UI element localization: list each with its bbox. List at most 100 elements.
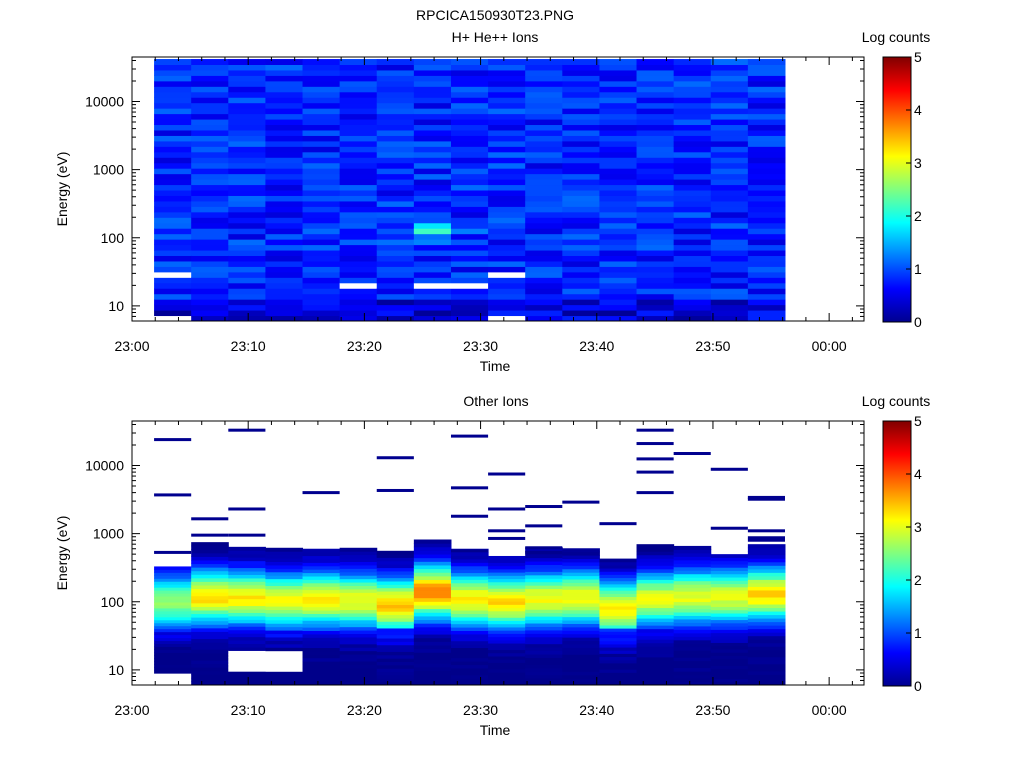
heatmap-cell bbox=[154, 613, 192, 618]
heatmap-cell bbox=[265, 271, 304, 278]
heatmap-cell bbox=[265, 643, 304, 648]
sparse-count-bin bbox=[450, 434, 489, 438]
heatmap-cell bbox=[525, 119, 563, 126]
heatmap-cell bbox=[191, 656, 229, 661]
heatmap-cell bbox=[302, 310, 341, 317]
heatmap-cell bbox=[636, 646, 675, 651]
heatmap-cell bbox=[710, 146, 749, 153]
heatmap-cell bbox=[636, 561, 675, 566]
heatmap-cell bbox=[450, 200, 489, 207]
heatmap-cell bbox=[747, 146, 786, 153]
heatmap-cell bbox=[673, 570, 712, 575]
heatmap-cell bbox=[265, 571, 304, 576]
heatmap-cell bbox=[599, 669, 638, 673]
heatmap-cell bbox=[339, 195, 378, 202]
heatmap-cell bbox=[710, 173, 749, 180]
heatmap-cell bbox=[673, 200, 712, 207]
heatmap-cell bbox=[562, 113, 600, 120]
heatmap-cell bbox=[562, 572, 600, 577]
heatmap-cell bbox=[228, 255, 266, 262]
heatmap-cell bbox=[450, 572, 489, 577]
heatmap-cell bbox=[191, 677, 229, 682]
heatmap-cell bbox=[339, 571, 378, 576]
heatmap-cell bbox=[562, 179, 600, 186]
heatmap-cell bbox=[488, 157, 526, 164]
heatmap-cell bbox=[154, 572, 192, 576]
heatmap-cell bbox=[562, 596, 600, 601]
heatmap-cell bbox=[413, 64, 452, 71]
heatmap-cell bbox=[710, 315, 749, 322]
heatmap-cell bbox=[191, 606, 229, 611]
heatmap-cell bbox=[450, 140, 489, 147]
heatmap-cell bbox=[525, 299, 563, 306]
heatmap-cell bbox=[228, 135, 266, 142]
heatmap-cell bbox=[562, 266, 600, 273]
heatmap-cell bbox=[265, 146, 304, 153]
heatmap-cell bbox=[302, 217, 341, 224]
heatmap-cell bbox=[302, 640, 341, 645]
heatmap-cell bbox=[302, 250, 341, 257]
heatmap-cell bbox=[710, 668, 749, 673]
heatmap-cell bbox=[413, 135, 452, 142]
heatmap-cell bbox=[599, 666, 638, 670]
heatmap-cell bbox=[376, 638, 415, 642]
heatmap-cell bbox=[302, 129, 341, 136]
heatmap-cell bbox=[228, 200, 266, 207]
heatmap-cell bbox=[450, 558, 489, 563]
heatmap-cell bbox=[747, 299, 786, 306]
heatmap-cell bbox=[339, 623, 378, 628]
heatmap-cell bbox=[636, 653, 675, 658]
heatmap-cell bbox=[376, 86, 415, 93]
heatmap-cell bbox=[228, 129, 266, 136]
heatmap-cell bbox=[525, 626, 563, 631]
heatmap-cell bbox=[302, 124, 341, 131]
heatmap-cell bbox=[265, 266, 304, 273]
heatmap-cell bbox=[636, 663, 675, 668]
heatmap-cell bbox=[562, 80, 600, 87]
heatmap-cell bbox=[228, 91, 266, 98]
heatmap-cell bbox=[228, 647, 266, 651]
heatmap-cell bbox=[599, 244, 638, 251]
heatmap-cell bbox=[488, 565, 526, 570]
heatmap-cell bbox=[673, 615, 712, 620]
heatmap-cell bbox=[339, 135, 378, 142]
heatmap-cell bbox=[525, 633, 563, 638]
heatmap-cell bbox=[339, 288, 378, 295]
heatmap-cell bbox=[339, 304, 378, 311]
heatmap-cell bbox=[710, 162, 749, 169]
heatmap-cell bbox=[636, 586, 675, 591]
heatmap-cell bbox=[450, 239, 489, 246]
heatmap-cell bbox=[450, 75, 489, 82]
heatmap-cell bbox=[673, 625, 712, 630]
heatmap-cell bbox=[413, 80, 452, 87]
heatmap-cell bbox=[191, 299, 229, 306]
heatmap-cell bbox=[562, 609, 600, 614]
heatmap-cell bbox=[450, 647, 489, 652]
heatmap-cell bbox=[450, 562, 489, 567]
heatmap-cell bbox=[525, 571, 563, 576]
colorbar-tick-label: 2 bbox=[914, 572, 922, 588]
heatmap-cell bbox=[376, 59, 415, 65]
heatmap-cell bbox=[599, 299, 638, 306]
heatmap-cell bbox=[525, 108, 563, 115]
colorbar-gradient bbox=[882, 420, 912, 687]
heatmap-cell bbox=[599, 580, 638, 585]
heatmap-cell bbox=[525, 581, 563, 586]
heatmap-cell bbox=[339, 157, 378, 164]
heatmap-cell bbox=[302, 75, 341, 82]
heatmap-cell bbox=[747, 639, 786, 644]
heatmap-cell bbox=[339, 211, 378, 218]
heatmap-cell bbox=[376, 108, 415, 115]
heatmap-cell bbox=[265, 660, 304, 665]
heatmap-cell bbox=[228, 271, 266, 278]
heatmap-cell bbox=[488, 623, 526, 628]
heatmap-cell bbox=[673, 91, 712, 98]
heatmap-cell bbox=[525, 277, 563, 284]
heatmap-cell bbox=[636, 168, 675, 175]
heatmap-cell bbox=[599, 634, 638, 639]
heatmap-cell bbox=[413, 546, 452, 551]
heatmap-cell bbox=[228, 674, 266, 679]
heatmap-cell bbox=[599, 615, 638, 620]
heatmap-cell bbox=[450, 603, 489, 608]
